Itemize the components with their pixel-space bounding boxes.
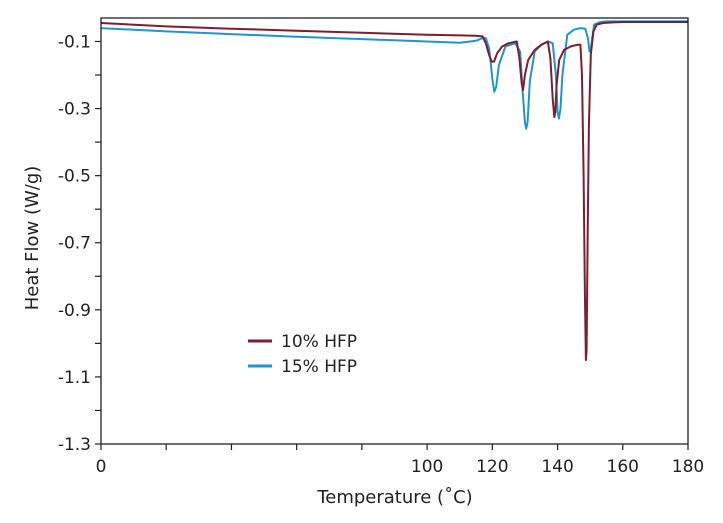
plot-frame [100, 17, 689, 445]
legend-label-10pct-hfp: 10% HFP [281, 332, 357, 352]
x-axis-ticks: 0 100 120 140 160 180 [96, 444, 704, 477]
x-tick-label: 100 [411, 457, 443, 477]
x-tick-label: 180 [672, 457, 704, 477]
legend: 10% HFP 15% HFP [248, 332, 357, 377]
x-tick-label: 160 [607, 457, 639, 477]
y-tick-label: -0.3 [58, 100, 91, 120]
series-line-15pct-hfp [100, 20, 688, 130]
series-layer [100, 20, 688, 362]
x-tick-label: 120 [476, 457, 508, 477]
y-tick-label: -1.1 [58, 368, 91, 388]
y-tick-label: -0.7 [58, 234, 91, 254]
x-axis-title: Temperature (˚C) [316, 487, 472, 508]
y-axis-ticks: -0.1 -0.3 -0.5 -0.7 -0.9 -1.1 -1.3 [58, 32, 101, 455]
y-tick-label: -0.5 [58, 167, 91, 187]
x-tick-label: 0 [96, 457, 107, 477]
series-line-10pct-hfp [100, 21, 688, 362]
y-tick-label: -1.3 [58, 435, 91, 455]
y-tick-label: -0.9 [58, 301, 91, 321]
y-axis-title: Heat Flow (W/g) [22, 166, 43, 311]
x-tick-label: 140 [541, 457, 573, 477]
legend-label-15pct-hfp: 15% HFP [281, 357, 357, 377]
y-tick-label: -0.1 [58, 32, 91, 52]
